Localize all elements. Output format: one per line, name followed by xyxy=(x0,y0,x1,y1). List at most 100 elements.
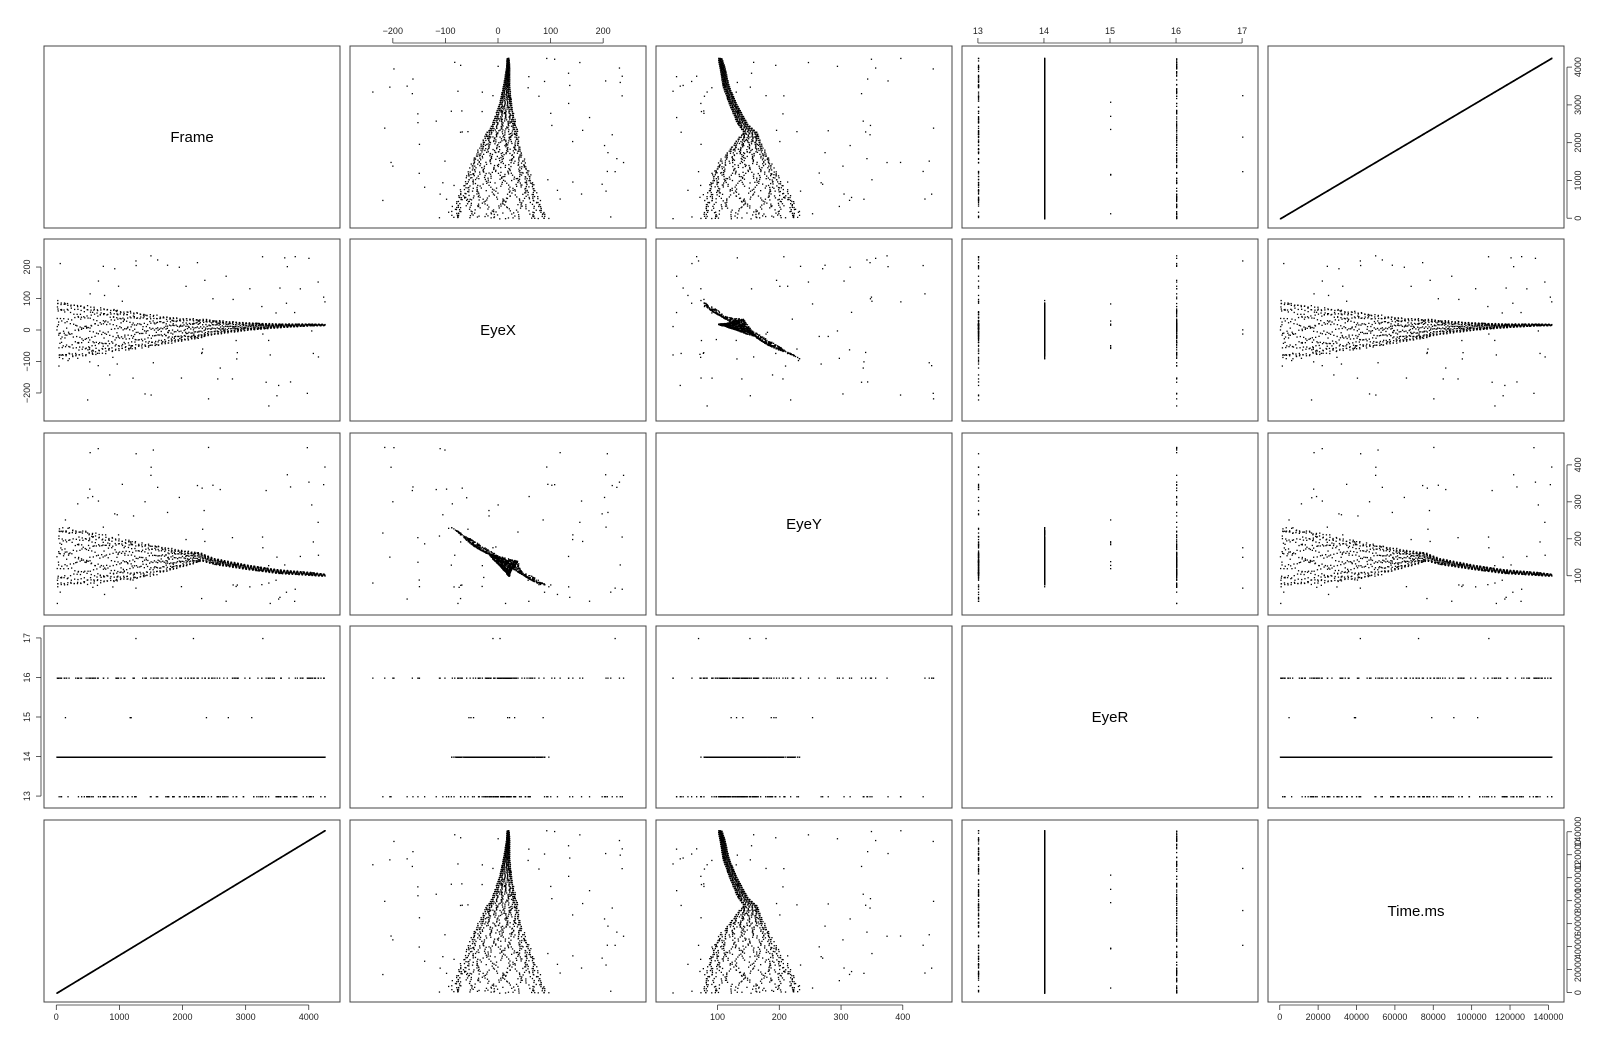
data-point xyxy=(741,119,742,120)
data-point xyxy=(516,137,517,138)
data-point xyxy=(512,111,513,112)
data-point xyxy=(504,174,505,175)
data-point xyxy=(717,168,718,169)
data-point xyxy=(530,202,531,203)
data-point xyxy=(557,190,558,191)
data-point xyxy=(478,196,479,197)
data-point xyxy=(923,171,924,172)
data-point xyxy=(1176,158,1177,159)
data-point xyxy=(477,185,478,186)
data-point xyxy=(499,160,500,161)
data-point xyxy=(712,198,713,199)
data-point xyxy=(530,182,531,183)
data-point xyxy=(849,200,850,201)
data-point xyxy=(493,130,494,131)
data-point xyxy=(514,134,515,135)
data-point xyxy=(508,89,509,90)
data-point xyxy=(522,194,523,195)
data-point xyxy=(546,58,547,59)
data-point xyxy=(458,195,459,196)
data-point xyxy=(713,208,714,209)
data-point xyxy=(783,189,784,190)
data-point xyxy=(471,163,472,164)
data-point xyxy=(602,184,603,185)
data-point xyxy=(731,216,732,217)
data-point xyxy=(487,197,488,198)
data-point xyxy=(483,143,484,144)
data-point xyxy=(528,76,529,77)
data-point xyxy=(464,197,465,198)
data-point xyxy=(501,123,502,124)
data-point xyxy=(456,213,457,214)
data-point xyxy=(490,212,491,213)
data-point xyxy=(507,147,508,148)
data-point xyxy=(741,154,742,155)
data-point xyxy=(729,151,730,152)
data-point xyxy=(707,91,708,92)
data-point xyxy=(496,122,497,123)
data-point xyxy=(787,181,788,182)
data-point xyxy=(517,153,518,154)
data-point xyxy=(716,178,717,179)
data-point xyxy=(978,202,979,203)
data-point xyxy=(512,158,513,159)
data-point xyxy=(490,182,491,183)
data-point xyxy=(489,147,490,148)
data-point xyxy=(509,119,510,120)
data-point xyxy=(723,170,724,171)
data-point xyxy=(499,120,500,121)
data-point xyxy=(715,186,716,187)
data-point xyxy=(1176,131,1177,132)
data-point xyxy=(615,171,616,172)
data-point xyxy=(978,116,979,117)
data-point xyxy=(484,216,485,217)
data-point xyxy=(721,208,722,209)
data-point xyxy=(753,176,754,177)
data-point xyxy=(453,185,454,186)
data-point xyxy=(508,131,509,132)
data-point xyxy=(534,206,535,207)
data-point xyxy=(502,161,503,162)
data-point xyxy=(743,184,744,185)
data-point xyxy=(472,191,473,192)
data-point xyxy=(497,122,498,123)
data-point xyxy=(749,144,750,145)
data-point xyxy=(488,130,489,131)
data-point xyxy=(582,130,583,131)
data-point xyxy=(510,149,511,150)
data-point xyxy=(761,208,762,209)
data-point xyxy=(741,161,742,162)
data-point xyxy=(521,168,522,169)
data-point xyxy=(756,178,757,179)
data-point xyxy=(533,184,534,185)
panel-frame-vs-eyer xyxy=(962,46,1258,228)
data-point xyxy=(468,173,469,174)
data-point xyxy=(492,126,493,127)
data-point xyxy=(521,155,522,156)
data-point xyxy=(490,174,491,175)
data-point xyxy=(756,149,757,150)
data-point xyxy=(755,147,756,148)
data-point xyxy=(491,132,492,133)
data-point xyxy=(1176,98,1177,99)
data-point xyxy=(837,66,838,67)
data-point xyxy=(719,210,720,211)
data-point xyxy=(780,181,781,182)
data-point xyxy=(729,177,730,178)
data-point xyxy=(978,92,979,93)
data-point xyxy=(978,217,979,218)
data-point xyxy=(509,208,510,209)
data-point xyxy=(539,210,540,211)
data-point xyxy=(725,202,726,203)
data-point xyxy=(712,174,713,175)
data-point xyxy=(532,214,533,215)
data-point xyxy=(513,150,514,151)
data-point xyxy=(704,200,705,201)
data-point xyxy=(714,180,715,181)
data-point xyxy=(716,214,717,215)
data-point xyxy=(543,212,544,213)
data-point xyxy=(495,141,496,142)
data-point xyxy=(547,179,548,180)
data-point xyxy=(733,192,734,193)
data-point xyxy=(773,188,774,189)
